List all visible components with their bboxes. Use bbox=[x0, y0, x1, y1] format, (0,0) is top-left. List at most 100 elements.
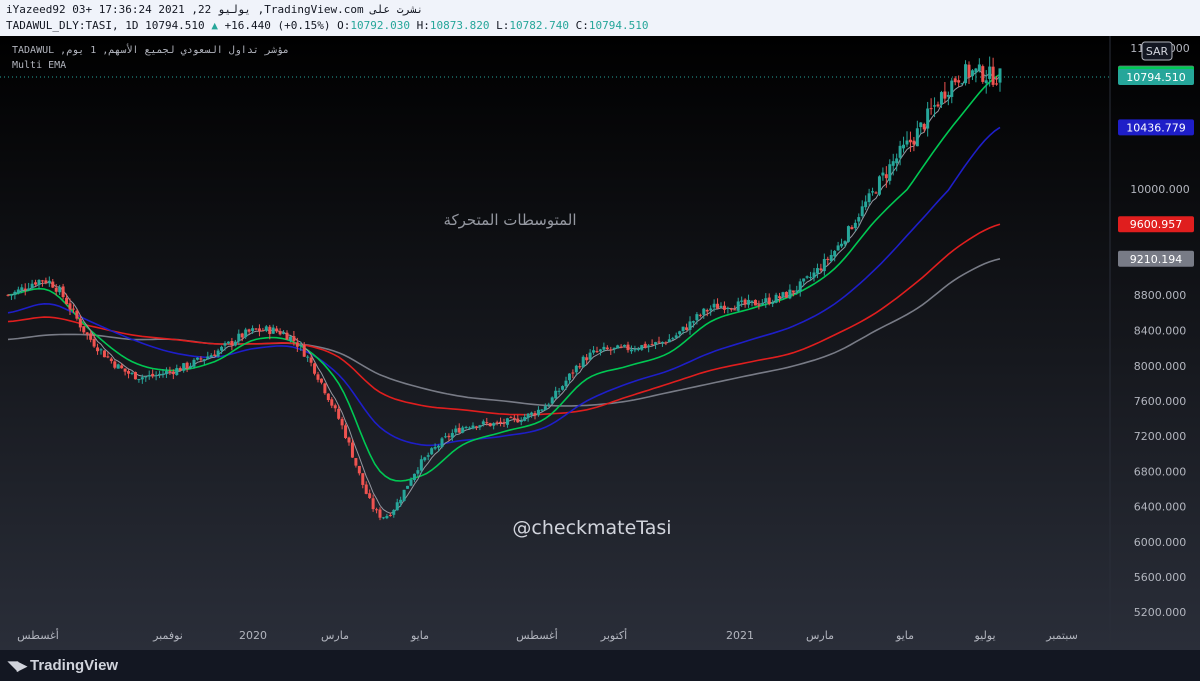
candle-body bbox=[488, 423, 492, 427]
candle-body bbox=[554, 390, 558, 399]
candle-body bbox=[402, 489, 406, 501]
x-tick-label: نوفمبر bbox=[152, 629, 183, 642]
sar-badge-text: SAR bbox=[1146, 45, 1169, 58]
candle-body bbox=[471, 425, 475, 429]
candle-body bbox=[34, 282, 38, 285]
candle-body bbox=[499, 421, 503, 424]
candle-body bbox=[464, 426, 468, 429]
candle-body bbox=[137, 379, 141, 381]
candle-body bbox=[82, 326, 86, 333]
candle-body bbox=[75, 310, 79, 319]
candle-body bbox=[299, 344, 303, 347]
candle-body bbox=[719, 305, 723, 308]
candle-body bbox=[874, 192, 878, 194]
close-value: 10794.510 bbox=[588, 19, 649, 32]
candle-body bbox=[602, 346, 606, 350]
candle-body bbox=[37, 279, 41, 286]
x-tick-label: أكتوبر bbox=[600, 628, 627, 642]
candle-body bbox=[96, 347, 100, 352]
candle-body bbox=[468, 427, 472, 429]
candle-body bbox=[161, 373, 165, 375]
candle-body bbox=[784, 291, 788, 298]
candle-body bbox=[640, 345, 644, 350]
candle-body bbox=[722, 305, 726, 310]
candle-body bbox=[698, 314, 702, 316]
candle-body bbox=[454, 428, 458, 433]
x-tick-label: 2021 bbox=[726, 629, 754, 642]
candle-body bbox=[846, 226, 850, 242]
ema-line-3 bbox=[7, 223, 1001, 416]
candle-body bbox=[877, 176, 881, 195]
candle-body bbox=[450, 432, 454, 438]
candle-body bbox=[378, 509, 382, 518]
y-tick-label: 8400.000 bbox=[1134, 325, 1187, 338]
candle-body bbox=[385, 515, 389, 519]
candle-body bbox=[251, 328, 255, 332]
candle-body bbox=[678, 331, 682, 335]
candle-body bbox=[912, 140, 916, 145]
candle-body bbox=[116, 364, 120, 369]
candle-body bbox=[443, 436, 447, 438]
price-label-text: 10794.510 bbox=[1126, 71, 1186, 84]
candle-body bbox=[530, 412, 534, 415]
candle-body bbox=[13, 291, 17, 295]
candle-body bbox=[30, 283, 34, 289]
candle-body bbox=[908, 139, 912, 143]
candle-body bbox=[254, 328, 258, 330]
change-value: +16.440 (+0.15%) bbox=[224, 19, 331, 32]
candle-body bbox=[237, 333, 241, 342]
candle-body bbox=[736, 301, 740, 311]
candle-body bbox=[509, 417, 513, 419]
candle-body bbox=[564, 380, 568, 387]
candle-body bbox=[516, 418, 520, 423]
candle-body bbox=[47, 280, 51, 284]
candle-body bbox=[271, 327, 275, 334]
candle-body bbox=[495, 422, 499, 424]
candle-body bbox=[853, 222, 857, 229]
candle-body bbox=[840, 243, 844, 247]
legend-indicator: Multi EMA bbox=[12, 60, 66, 71]
candle-body bbox=[926, 108, 930, 129]
candle-body bbox=[695, 314, 699, 321]
candle-body bbox=[981, 66, 985, 82]
low-value: 10782.740 bbox=[509, 19, 569, 32]
x-tick-label: سبتمبر bbox=[1045, 629, 1078, 642]
candle-body bbox=[936, 104, 940, 107]
candle-body bbox=[998, 68, 1002, 83]
candle-body bbox=[523, 417, 527, 421]
candle-body bbox=[705, 310, 709, 312]
candle-body bbox=[970, 70, 974, 77]
publish-info: iYazeed92 03+ 17:36:24 2021 ,22 يوليو ,T… bbox=[6, 3, 424, 16]
watermark-handle: @checkmateTasi bbox=[512, 517, 671, 539]
candle-body bbox=[729, 308, 733, 310]
candle-body bbox=[764, 298, 768, 303]
candle-body bbox=[199, 358, 203, 360]
candle-body bbox=[295, 342, 299, 347]
candle-body bbox=[16, 289, 20, 294]
candle-body bbox=[753, 299, 757, 306]
tv-logo-icon: ◥▶ bbox=[8, 658, 27, 673]
candle-body bbox=[65, 297, 69, 305]
candle-body bbox=[685, 327, 689, 330]
y-tick-label: 7200.000 bbox=[1134, 430, 1187, 443]
close-label: C: bbox=[575, 19, 589, 32]
candle-body bbox=[44, 280, 48, 283]
price-chart[interactable]: 5200.000 5600.000 6000.000 6400.000 6800.000… bbox=[0, 36, 1200, 650]
candle-body bbox=[326, 393, 330, 401]
candle-body bbox=[691, 321, 695, 323]
candle-body bbox=[247, 329, 251, 332]
candle-body bbox=[791, 290, 795, 293]
candle-body bbox=[650, 344, 654, 346]
candle-body bbox=[309, 357, 313, 363]
candle-body bbox=[220, 346, 224, 351]
candle-body bbox=[819, 268, 823, 271]
candle-body bbox=[574, 365, 578, 373]
y-tick-label: 10000.000 bbox=[1130, 183, 1190, 196]
candle-body bbox=[151, 373, 155, 377]
candle-body bbox=[598, 349, 602, 352]
candle-body bbox=[20, 287, 24, 291]
tradingview-logo[interactable]: ◥▶ TradingView bbox=[8, 657, 118, 674]
candle-body bbox=[447, 435, 451, 438]
candle-body bbox=[795, 290, 799, 292]
candle-body bbox=[836, 245, 840, 251]
